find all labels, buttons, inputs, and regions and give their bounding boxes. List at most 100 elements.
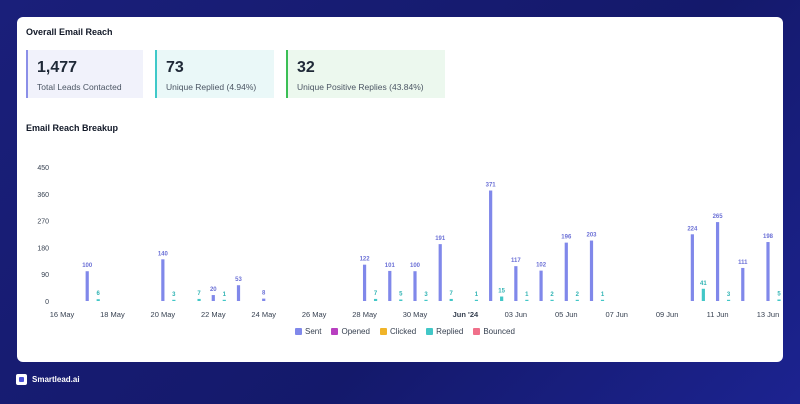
replied-bar (701, 288, 705, 301)
x-tick-label: 22 May (201, 310, 226, 319)
y-tick-label: 0 (45, 299, 49, 306)
total-leads-label: Total Leads Contacted (37, 82, 122, 92)
sent-data-label: 371 (486, 183, 497, 189)
unique-replied-value: 73 (166, 59, 184, 76)
replied-bar (726, 299, 731, 301)
sent-bar (236, 285, 241, 301)
unique-positive-card: 32 Unique Positive Replies (43.84%) (286, 50, 445, 98)
replied-bar (600, 299, 605, 301)
replied-data-label: 1 (475, 292, 479, 298)
unique-replied-label: Unique Replied (4.94%) (166, 82, 257, 92)
y-tick-label: 450 (37, 165, 49, 172)
replied-data-label: 1 (223, 292, 227, 298)
replied-bar (449, 298, 453, 301)
replied-data-label: 3 (172, 292, 176, 298)
sent-data-label: 117 (511, 258, 521, 264)
sent-bar (161, 259, 165, 301)
replied-bar (525, 299, 529, 301)
unique-replied-card: 73 Unique Replied (4.94%) (155, 50, 274, 98)
dashboard-card: Overall Email Reach 1,477 Total Leads Co… (17, 17, 783, 362)
x-tick-label: 03 Jun (505, 310, 528, 319)
y-tick-label: 270 (37, 219, 49, 226)
sent-bar (766, 242, 770, 301)
replied-data-label: 3 (727, 292, 731, 298)
replied-data-label: 41 (700, 281, 707, 287)
overall-email-reach-title: Overall Email Reach (26, 27, 113, 37)
legend-item[interactable]: Replied (426, 327, 463, 336)
sent-data-label: 224 (687, 226, 698, 232)
sent-bar (715, 222, 720, 301)
sent-data-label: 20 (210, 287, 217, 293)
replied-bar (373, 298, 378, 301)
x-tick-label: 07 Jun (605, 310, 628, 319)
brand: Smartlead.ai (16, 374, 80, 385)
y-tick-label: 90 (41, 272, 49, 279)
sent-data-label: 53 (235, 277, 242, 283)
x-tick-label: 30 May (403, 310, 428, 319)
x-tick-label: 11 Jun (707, 310, 729, 319)
legend-swatch (379, 328, 387, 335)
total-leads-card: 1,477 Total Leads Contacted (26, 50, 143, 98)
sent-bar (388, 270, 392, 301)
replied-bar (500, 296, 504, 301)
replied-data-label: 1 (525, 292, 529, 298)
replied-data-label: 5 (399, 292, 403, 298)
email-reach-chart: 0 90 180 270 360 450 16 May 18 May 20 May 22 May 2… (37, 165, 781, 319)
chart-legend: Sent Opened Clicked Replied Bounced (295, 327, 515, 336)
smartlead-logo-icon (16, 374, 27, 385)
replied-data-label: 3 (424, 292, 428, 298)
x-tick-label: 24 May (251, 310, 276, 319)
sent-data-label: 191 (435, 236, 446, 242)
y-tick-label: 180 (37, 245, 49, 252)
replied-data-label: 5 (777, 292, 781, 298)
sent-bar (589, 240, 594, 301)
replied-data-label: 7 (374, 291, 378, 297)
x-tick-label: 13 Jun (757, 310, 780, 319)
replied-bar (96, 299, 100, 301)
sent-data-label: 265 (713, 214, 724, 220)
replied-bar (222, 299, 226, 301)
x-tick-label: 20 May (151, 310, 176, 319)
sent-bar (211, 295, 215, 301)
replied-bar (550, 299, 554, 301)
legend-item[interactable]: Bounced (473, 327, 515, 336)
legend-item[interactable]: Opened (331, 327, 370, 336)
x-tick-label: 16 May (50, 310, 75, 319)
sent-bar (514, 266, 518, 301)
sent-bar (438, 244, 442, 301)
x-tick-label: 18 May (100, 310, 125, 319)
brand-name: Smartlead.ai (32, 375, 80, 384)
legend-swatch (295, 328, 302, 335)
sent-data-label: 196 (561, 235, 572, 241)
sent-bar (489, 190, 493, 301)
replied-bar (575, 299, 579, 301)
legend-label: Sent (305, 327, 322, 336)
x-tick-label: Jun '24 (453, 310, 479, 319)
replied-bar (172, 299, 176, 301)
legend-item[interactable]: Sent (295, 327, 321, 336)
replied-data-label: 6 (97, 291, 101, 297)
sent-data-label: 101 (385, 263, 396, 269)
sent-bar (413, 271, 417, 301)
legend-swatch (331, 328, 339, 335)
x-tick-label: 05 Jun (555, 310, 578, 319)
sent-bar (690, 234, 694, 301)
sent-bar (539, 270, 543, 301)
sent-data-label: 198 (763, 234, 774, 240)
replied-data-label: 2 (550, 292, 554, 298)
sent-bar (362, 264, 367, 301)
sent-data-label: 8 (262, 291, 266, 297)
sent-bar (564, 242, 568, 301)
sent-data-label: 140 (158, 251, 169, 257)
replied-bar (399, 299, 403, 301)
sent-bar (85, 271, 89, 301)
x-tick-label: 28 May (352, 310, 377, 319)
legend-item[interactable]: Clicked (379, 327, 416, 336)
replied-data-label: 7 (197, 291, 201, 297)
y-tick-label: 360 (37, 192, 49, 199)
unique-positive-label: Unique Positive Replies (43.84%) (297, 82, 424, 92)
sent-data-label: 100 (410, 263, 421, 269)
replied-bar (474, 299, 479, 301)
legend-label: Replied (436, 327, 464, 336)
x-tick-label: 26 May (302, 310, 327, 319)
